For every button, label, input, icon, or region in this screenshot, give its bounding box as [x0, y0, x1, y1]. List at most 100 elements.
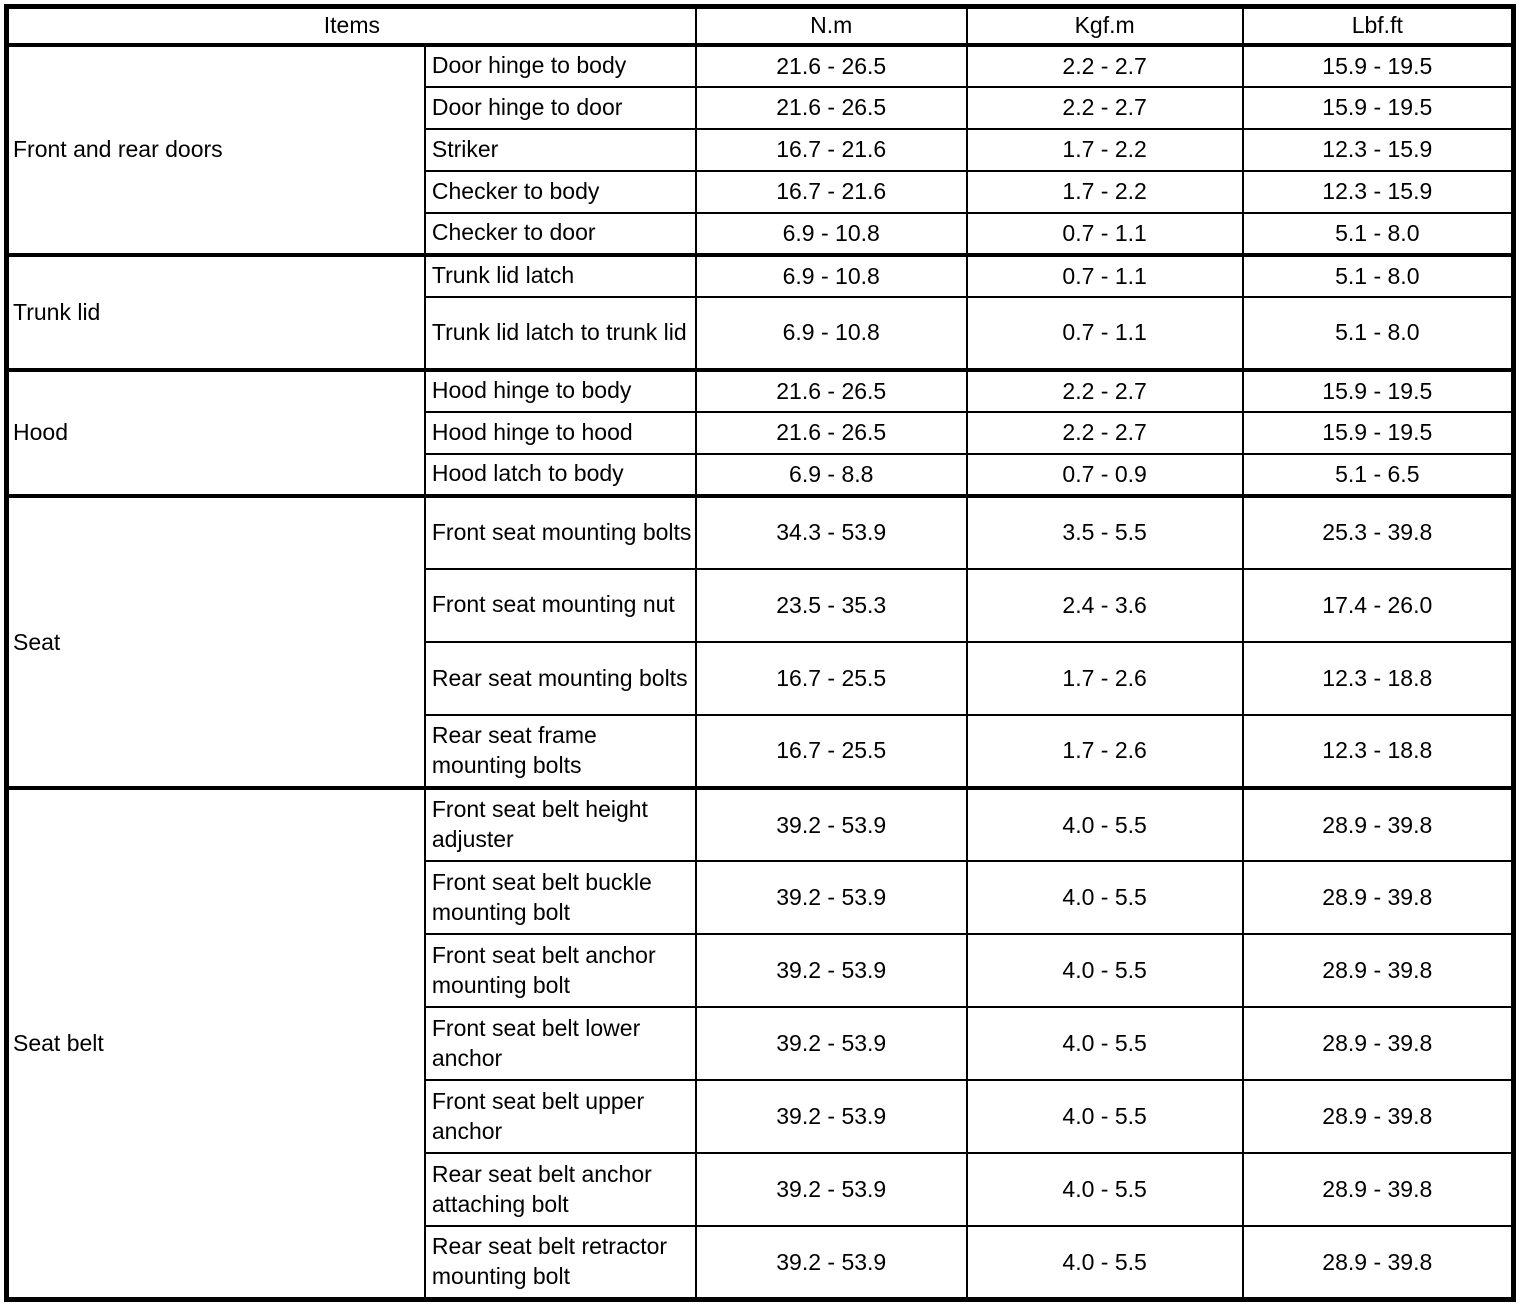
item-cell: Rear seat mounting bolts	[423, 640, 697, 716]
value-cell-nm: 39.2 - 53.9	[694, 1079, 968, 1155]
group-cell-hood: Hood	[5, 367, 426, 497]
value-cell-kgfm: 2.2 - 2.7	[965, 410, 1244, 455]
item-cell: Hood hinge to body	[423, 367, 697, 413]
table-row: Hood Hood hinge to body 21.6 - 26.5 2.2 …	[5, 367, 1515, 497]
table-row: Hood hinge to hood 21.6 - 26.5 2.2 - 2.7…	[7, 410, 1515, 455]
table-row: Trunk lid latch to trunk lid 6.9 - 10.8 …	[7, 295, 1515, 371]
item-cell: Hood latch to body	[423, 452, 697, 497]
table-row: Front seat belt upper anchor 39.2 - 53.9…	[7, 1079, 1515, 1155]
value-cell-lbfft: 12.3 - 18.8	[1241, 713, 1515, 790]
item-cell: Rear seat frame mounting bolts	[423, 713, 697, 790]
table-row: Rear seat belt anchor attaching bolt 39.…	[7, 1152, 1515, 1228]
value-cell-nm: 39.2 - 53.9	[694, 1152, 968, 1228]
value-cell-kgfm: 2.2 - 2.7	[965, 85, 1244, 130]
value-cell-nm: 16.7 - 25.5	[694, 713, 968, 790]
item-cell: Trunk lid latch to trunk lid	[423, 295, 697, 371]
value-cell-lbfft: 5.1 - 8.0	[1241, 295, 1515, 371]
table-row: Front and rear doors Door hinge to body …	[5, 42, 1515, 256]
item-cell: Hood hinge to hood	[423, 410, 697, 455]
value-cell-nm: 6.9 - 10.8	[694, 295, 968, 371]
value-cell-nm: 21.6 - 26.5	[694, 410, 968, 455]
value-cell-lbfft: 12.3 - 18.8	[1241, 640, 1515, 716]
value-cell-lbfft: 17.4 - 26.0	[1241, 567, 1515, 643]
value-cell-lbfft: 28.9 - 39.8	[1241, 933, 1515, 1009]
value-cell-kgfm: 2.2 - 2.7	[965, 42, 1244, 88]
table-row: Seat Front seat mounting bolts 34.3 - 53…	[5, 493, 1515, 790]
value-cell-lbfft: 28.9 - 39.8	[1241, 1006, 1515, 1082]
item-cell: Door hinge to door	[423, 85, 697, 130]
item-cell: Trunk lid latch	[423, 252, 697, 298]
value-cell-kgfm: 1.7 - 2.2	[965, 127, 1244, 172]
value-cell-lbfft: 15.9 - 19.5	[1241, 42, 1515, 88]
header-row: Items N.m Kgf.m Lbf.ft	[5, 5, 1515, 46]
value-cell-kgfm: 4.0 - 5.5	[965, 933, 1244, 1009]
table-row: Door hinge to door 21.6 - 26.5 2.2 - 2.7…	[7, 85, 1515, 130]
table-row: Checker to door 6.9 - 10.8 0.7 - 1.1 5.1…	[7, 211, 1515, 256]
item-cell: Door hinge to body	[423, 42, 697, 88]
group-cell-seat-belt: Seat belt	[5, 786, 426, 1301]
value-cell-nm: 6.9 - 10.8	[694, 211, 968, 256]
group-cell-front-and-rear-doors: Front and rear doors	[5, 42, 426, 256]
torque-spec-table: Items N.m Kgf.m Lbf.ft Front and rear do…	[4, 4, 1516, 1302]
table-row: Front seat mounting nut 23.5 - 35.3 2.4 …	[7, 567, 1515, 643]
value-cell-lbfft: 15.9 - 19.5	[1241, 410, 1515, 455]
value-cell-kgfm: 1.7 - 2.2	[965, 169, 1244, 214]
value-cell-lbfft: 12.3 - 15.9	[1241, 127, 1515, 172]
value-cell-nm: 34.3 - 53.9	[694, 493, 968, 570]
value-cell-lbfft: 28.9 - 39.8	[1241, 1225, 1515, 1301]
value-cell-lbfft: 28.9 - 39.8	[1241, 860, 1515, 936]
value-cell-lbfft: 25.3 - 39.8	[1241, 493, 1515, 570]
column-header-lbfft: Lbf.ft	[1241, 5, 1515, 46]
value-cell-kgfm: 2.4 - 3.6	[965, 567, 1244, 643]
item-cell: Checker to body	[423, 169, 697, 214]
value-cell-lbfft: 5.1 - 8.0	[1241, 252, 1515, 298]
value-cell-kgfm: 4.0 - 5.5	[965, 786, 1244, 863]
column-header-nm: N.m	[694, 5, 968, 46]
table-row: Front seat belt buckle mounting bolt 39.…	[7, 860, 1515, 936]
item-cell: Checker to door	[423, 211, 697, 256]
value-cell-nm: 23.5 - 35.3	[694, 567, 968, 643]
value-cell-nm: 6.9 - 10.8	[694, 252, 968, 298]
table-row: Rear seat mounting bolts 16.7 - 25.5 1.7…	[7, 640, 1515, 716]
value-cell-lbfft: 28.9 - 39.8	[1241, 1152, 1515, 1228]
value-cell-nm: 21.6 - 26.5	[694, 42, 968, 88]
value-cell-kgfm: 0.7 - 1.1	[965, 295, 1244, 371]
table-row: Striker 16.7 - 21.6 1.7 - 2.2 12.3 - 15.…	[7, 127, 1515, 172]
value-cell-kgfm: 0.7 - 1.1	[965, 211, 1244, 256]
value-cell-nm: 39.2 - 53.9	[694, 860, 968, 936]
item-cell: Front seat belt height adjuster	[423, 786, 697, 863]
value-cell-lbfft: 5.1 - 6.5	[1241, 452, 1515, 497]
table-row: Hood latch to body 6.9 - 8.8 0.7 - 0.9 5…	[7, 452, 1515, 497]
value-cell-nm: 39.2 - 53.9	[694, 786, 968, 863]
item-cell: Striker	[423, 127, 697, 172]
value-cell-lbfft: 12.3 - 15.9	[1241, 169, 1515, 214]
table-row: Seat belt Front seat belt height adjuste…	[5, 786, 1515, 1301]
value-cell-nm: 6.9 - 8.8	[694, 452, 968, 497]
value-cell-nm: 16.7 - 21.6	[694, 169, 968, 214]
table-row: Rear seat frame mounting bolts 16.7 - 25…	[7, 713, 1515, 790]
item-cell: Front seat belt buckle mounting bolt	[423, 860, 697, 936]
value-cell-lbfft: 15.9 - 19.5	[1241, 85, 1515, 130]
table-row: Front seat belt lower anchor 39.2 - 53.9…	[7, 1006, 1515, 1082]
table-row: Trunk lid Trunk lid latch 6.9 - 10.8 0.7…	[5, 252, 1515, 371]
item-cell: Front seat belt anchor mounting bolt	[423, 933, 697, 1009]
group-cell-seat: Seat	[5, 493, 426, 790]
value-cell-kgfm: 2.2 - 2.7	[965, 367, 1244, 413]
value-cell-kgfm: 4.0 - 5.5	[965, 1079, 1244, 1155]
value-cell-nm: 16.7 - 21.6	[694, 127, 968, 172]
value-cell-kgfm: 0.7 - 0.9	[965, 452, 1244, 497]
value-cell-lbfft: 5.1 - 8.0	[1241, 211, 1515, 256]
item-cell: Front seat mounting nut	[423, 567, 697, 643]
value-cell-nm: 21.6 - 26.5	[694, 85, 968, 130]
value-cell-nm: 39.2 - 53.9	[694, 1225, 968, 1301]
item-cell: Front seat belt upper anchor	[423, 1079, 697, 1155]
value-cell-kgfm: 1.7 - 2.6	[965, 640, 1244, 716]
value-cell-lbfft: 28.9 - 39.8	[1241, 1079, 1515, 1155]
value-cell-lbfft: 15.9 - 19.5	[1241, 367, 1515, 413]
value-cell-kgfm: 4.0 - 5.5	[965, 1152, 1244, 1228]
value-cell-kgfm: 4.0 - 5.5	[965, 860, 1244, 936]
value-cell-lbfft: 28.9 - 39.8	[1241, 786, 1515, 863]
table-row: Front seat belt anchor mounting bolt 39.…	[7, 933, 1515, 1009]
value-cell-kgfm: 4.0 - 5.5	[965, 1225, 1244, 1301]
value-cell-nm: 16.7 - 25.5	[694, 640, 968, 716]
